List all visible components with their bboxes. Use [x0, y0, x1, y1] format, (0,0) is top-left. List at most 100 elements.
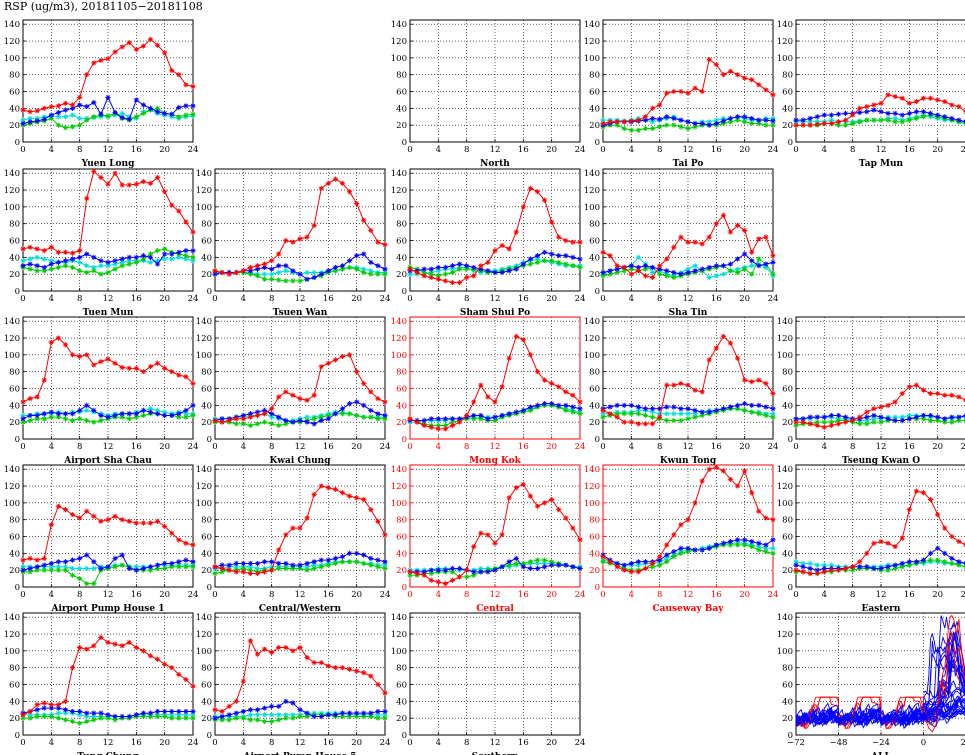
data-point [290, 700, 296, 706]
data-point [635, 264, 642, 271]
data-point [699, 88, 705, 95]
data-point [628, 263, 634, 269]
x-tick-label: 0 [20, 590, 25, 600]
data-point [276, 422, 282, 429]
x-tick-label: 4 [49, 590, 54, 600]
data-point [318, 713, 324, 720]
x-tick-label: 8 [657, 590, 662, 600]
data-point [361, 269, 367, 276]
data-point [857, 421, 863, 427]
data-point [105, 113, 111, 119]
data-point [318, 417, 324, 424]
data-point [147, 713, 154, 720]
y-tick-label: 0 [402, 583, 407, 593]
all-series-line [923, 615, 965, 698]
data-point [41, 567, 47, 573]
data-point [261, 271, 268, 277]
data-point [261, 646, 268, 652]
data-point [749, 379, 755, 385]
data-point [212, 707, 218, 713]
data-point [119, 182, 125, 188]
data-point [62, 258, 69, 264]
x-tick-label: 16 [323, 294, 334, 304]
data-point [657, 116, 663, 122]
data-point [311, 491, 317, 498]
data-point [169, 251, 175, 257]
y-tick-label: 20 [201, 714, 212, 724]
data-point [706, 466, 712, 472]
y-tick-label: 0 [595, 287, 600, 297]
x-tick-label: 12 [490, 442, 501, 452]
data-point [55, 114, 62, 120]
y-tick-label: 60 [396, 237, 407, 247]
data-point [98, 565, 104, 572]
data-point [133, 712, 139, 718]
data-point [62, 710, 69, 716]
data-point [657, 406, 663, 412]
data-point [456, 261, 463, 267]
data-point [119, 552, 125, 558]
data-point [240, 569, 246, 575]
data-point [471, 544, 477, 550]
data-point [449, 565, 456, 572]
data-point [69, 112, 76, 118]
data-point [664, 542, 670, 548]
data-point [133, 644, 139, 651]
data-point [534, 402, 541, 408]
data-point [98, 111, 104, 117]
data-point [261, 718, 268, 725]
x-tick-label: 24 [380, 442, 391, 452]
data-point [34, 707, 40, 713]
data-point [261, 407, 268, 413]
data-point [98, 518, 104, 524]
data-point [892, 399, 898, 405]
data-point [269, 276, 275, 282]
data-point [382, 562, 388, 568]
data-point [219, 419, 225, 425]
data-point [678, 271, 684, 277]
data-point [885, 402, 891, 408]
data-point [464, 266, 470, 272]
data-point [541, 377, 548, 383]
data-point [34, 416, 40, 422]
data-point [55, 335, 62, 341]
data-point [354, 559, 360, 565]
data-point [183, 564, 189, 570]
y-tick-label: 20 [782, 121, 793, 131]
data-point [176, 72, 182, 78]
data-point [34, 394, 40, 400]
data-point [814, 114, 820, 120]
data-point [55, 702, 62, 708]
data-point [91, 713, 97, 720]
data-point [41, 256, 47, 262]
data-point [828, 567, 835, 573]
data-point [162, 246, 168, 252]
data-point [527, 493, 534, 499]
data-point [478, 266, 484, 272]
data-point [485, 532, 491, 538]
x-tick-label: 8 [464, 442, 469, 452]
data-point [48, 567, 54, 573]
data-point [339, 490, 346, 496]
y-tick-label: 140 [196, 613, 212, 623]
data-point [119, 44, 125, 50]
x-tick-label: 24 [380, 738, 391, 748]
data-point [375, 239, 381, 245]
data-point [428, 271, 434, 277]
data-point [133, 259, 139, 265]
series-line-red [22, 505, 194, 561]
data-point [685, 411, 691, 417]
data-point [527, 185, 534, 191]
data-point [678, 234, 684, 240]
data-point [664, 404, 670, 410]
y-tick-label: 140 [777, 20, 793, 30]
x-tick-label: 16 [518, 738, 529, 748]
data-point [664, 256, 670, 262]
data-point [685, 416, 691, 422]
data-point [176, 671, 182, 678]
data-point [949, 115, 955, 122]
data-point [763, 117, 769, 123]
data-point [927, 550, 934, 556]
